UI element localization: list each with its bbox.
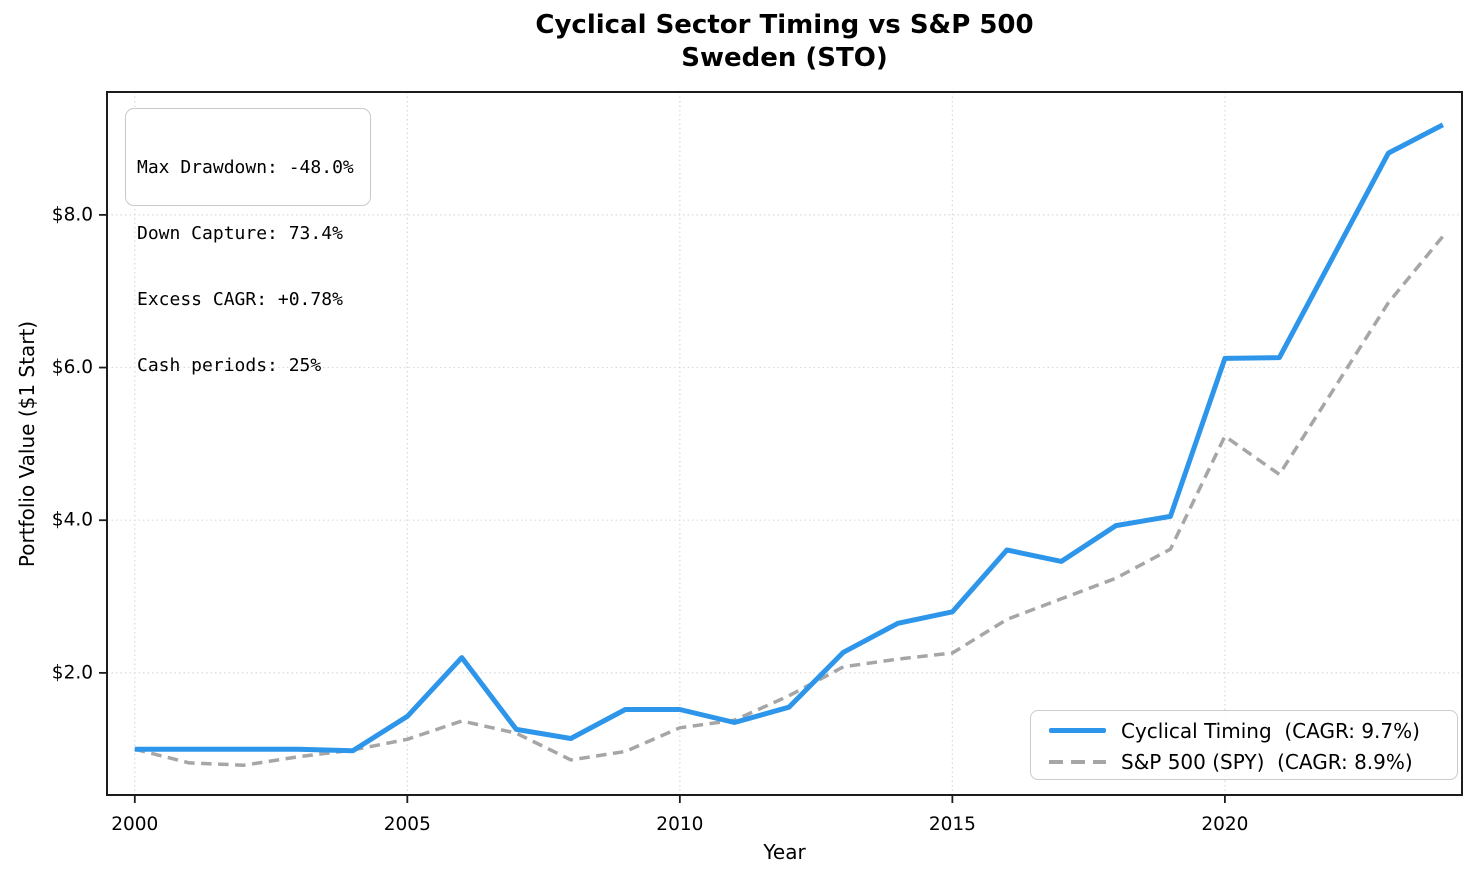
y-tick-label-6: $6.0 [52, 357, 93, 378]
chart-title: Cyclical Sector Timing vs S&P 500 Sweden… [107, 9, 1462, 75]
legend-label-sp500: S&P 500 (SPY) (CAGR: 8.9%) [1121, 749, 1413, 774]
legend-swatch-dashed-line [1049, 759, 1106, 764]
x-tick-label-2000: 2000 [111, 814, 158, 835]
x-axis-label: Year [763, 840, 806, 864]
chart-title-line-2: Sweden (STO) [681, 43, 888, 73]
legend-entry-sp500: S&P 500 (SPY) (CAGR: 8.9%) [1049, 746, 1457, 777]
x-tick-label-2020: 2020 [1201, 814, 1248, 835]
legend: Cyclical Timing (CAGR: 9.7%) S&P 500 (SP… [1030, 710, 1458, 780]
y-axis-label: Portfolio Value ($1 Start) [15, 320, 39, 568]
stat-max-drawdown: Max Drawdown: -48.0% [137, 157, 354, 178]
legend-swatch-solid-line [1049, 728, 1106, 733]
stat-cash-periods: Cash periods: 25% [137, 355, 322, 376]
plot-border [106, 91, 1463, 796]
stat-down-capture: Down Capture: 73.4% [137, 223, 343, 244]
y-tick-label-4: $4.0 [52, 510, 93, 531]
stat-excess-cagr: Excess CAGR: +0.78% [137, 289, 343, 310]
legend-label-cyclical-timing: Cyclical Timing (CAGR: 9.7%) [1121, 718, 1420, 743]
legend-entry-cyclical-timing: Cyclical Timing (CAGR: 9.7%) [1049, 715, 1457, 746]
chart-title-line-1: Cyclical Sector Timing vs S&P 500 [535, 10, 1034, 40]
x-tick-label-2005: 2005 [384, 814, 431, 835]
series-line-cyclical-timing [134, 122, 1445, 754]
y-tick-label-8: $8.0 [52, 204, 93, 225]
stats-annotation-box: Max Drawdown: -48.0% Down Capture: 73.4%… [125, 108, 371, 376]
y-tick-label-2: $2.0 [52, 662, 93, 683]
x-tick-label-2015: 2015 [929, 814, 976, 835]
x-tick-label-2010: 2010 [656, 814, 703, 835]
